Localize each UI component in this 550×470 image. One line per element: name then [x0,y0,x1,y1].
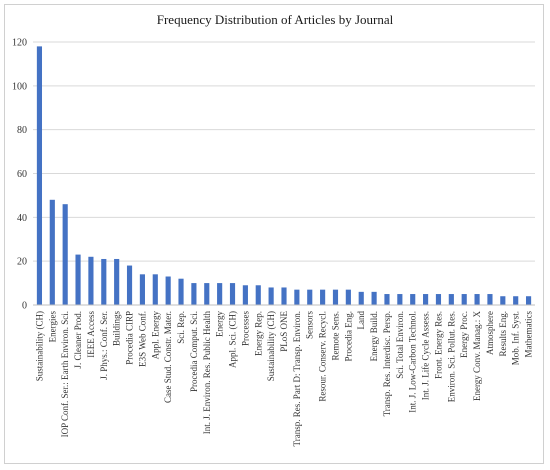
x-tick-label: Buildings [112,311,122,347]
x-tick-label: Atmosphere [485,311,495,355]
bar [448,294,454,305]
x-tick-label: Sustainability (CH) [34,311,44,381]
x-tick-label: Int. J. Low-Carbon Technol. [408,311,418,413]
y-tick-label: 40 [17,213,27,224]
x-tick-label: Mathematics [524,311,534,358]
x-tick-label: PLoS ONE [279,311,289,352]
x-tick-label: Int. J. Life Cycle Assess. [421,311,431,400]
bar [397,294,403,305]
x-tick-label: Energies [47,311,57,343]
bar [268,287,274,305]
bar [217,283,223,305]
y-tick-label: 20 [17,257,27,268]
x-tick-label: E3S Web Conf. [137,311,147,367]
bar [461,294,467,305]
chart-title: Frequency Distribution of Articles by Jo… [156,12,394,27]
bar [384,294,390,305]
bar [332,289,339,305]
x-tick-label: Land [356,311,366,330]
bar [36,46,43,306]
x-tick-label: Energy Rep. [253,311,263,356]
bar [320,289,326,305]
gridlines [33,41,535,262]
y-tick-label: 60 [17,169,27,180]
bar [88,256,94,305]
x-tick-label: Transp. Res. Interdisc. Persp. [382,311,392,416]
bar [191,283,197,305]
x-tick-label: Transp. Res. Part D: Transp. Environ. [292,311,302,446]
x-tick-label: Appl. Energy [150,311,160,360]
x-axis-labels: Sustainability (CH) Energies IOP Conf. Ser… [34,311,533,447]
x-tick-label: Mob. Inf. Syst. [511,311,521,365]
x-tick-label: J. Phys.: Conf. Ser. [99,311,109,380]
y-tick-label: 100 [12,81,27,92]
y-tick-label: 80 [17,125,27,136]
bar [410,294,416,305]
y-tick-label: 0 [22,301,27,312]
x-tick-label: Case Stud. Constr. Mater. [163,311,173,403]
x-tick-label: Procedia CIRP [125,311,135,365]
bar [281,287,287,305]
bar [345,289,351,305]
bar [307,289,313,305]
bar [255,285,261,305]
x-tick-label: IOP Conf. Ser.: Earth Environ. Sci. [60,311,70,437]
bar [487,294,493,305]
x-tick-label: Energy [215,311,225,337]
x-tick-label: Procedia Comput. Sci. [189,311,199,392]
bar [139,274,145,305]
bar [423,294,429,305]
bar [358,291,364,305]
bar [165,276,171,305]
bar [126,265,133,305]
x-tick-label: Front. Energy Res. [433,311,443,379]
bar [204,283,210,305]
x-tick-label: Int. J. Environ. Res. Public Health [202,311,212,435]
x-tick-label: Energy Build. [369,311,379,361]
bar [114,258,120,305]
bar [49,199,55,305]
bar [75,254,81,305]
x-tick-label: Processes [240,311,250,346]
bar [500,296,506,305]
x-tick-label: Sci. Total Environ. [395,311,405,379]
x-tick-label: Remote Sens. [330,311,340,361]
bar [435,294,442,305]
x-tick-label: Resour. Conserv. Recycl. [318,311,328,402]
x-tick-label: IEEE Access [86,311,96,358]
x-tick-label: Sci. Rep. [176,311,186,344]
bar [525,296,532,305]
y-axis-ticks: 0 20 40 60 80 100 120 [12,38,27,312]
x-tick-label: Energy Conv. Manag.: X [472,311,482,401]
x-tick-label: J. Cleaner Prod. [73,311,83,369]
x-tick-label: Energy Proc. [459,311,469,358]
bar [242,285,248,305]
bar [152,274,158,305]
bars [36,46,532,306]
x-tick-label: Appl. Sci. (CH) [228,311,238,368]
chart-frame [4,4,544,464]
bar [229,283,236,305]
bar [62,204,68,305]
bar [294,289,300,305]
bar [371,291,377,305]
bar [513,296,519,305]
x-tick-label: Environ. Sci. Pollut. Res. [446,311,456,402]
x-tick-label: Sensors [305,311,315,339]
bar [474,294,480,305]
x-tick-label: Results Eng. [498,311,508,357]
x-tick-label: Sustainability (CH) [266,311,276,381]
x-tick-label: Procedia Eng. [343,311,353,361]
y-tick-label: 120 [12,38,27,49]
bar [101,258,107,305]
bar [178,278,184,305]
